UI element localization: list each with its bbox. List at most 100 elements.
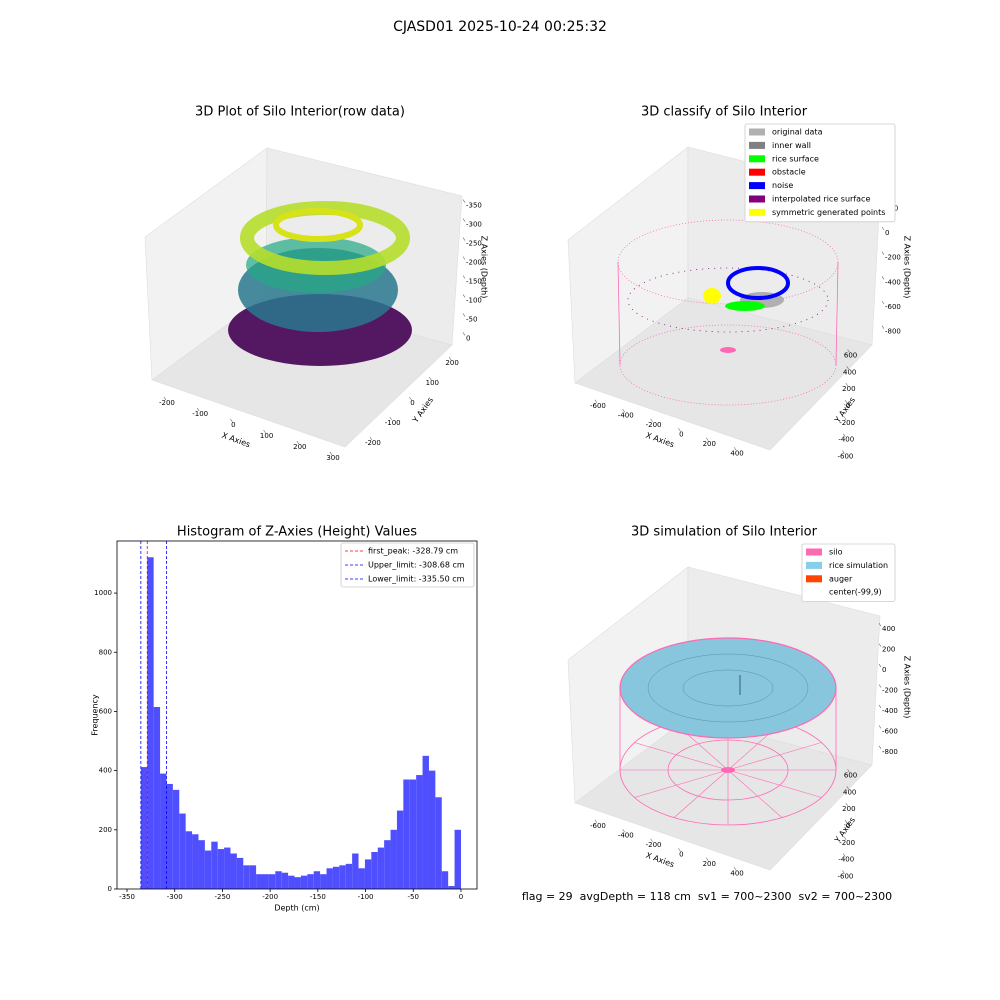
bar [147, 557, 154, 889]
y-tick-label: -600 [837, 453, 853, 461]
legend-label: center(-99,9) [829, 588, 882, 597]
z-tick-label: -400 [882, 707, 898, 715]
bar [320, 874, 327, 889]
legend-label: obstacle [772, 168, 806, 177]
tick-mark [878, 745, 882, 749]
bar [262, 874, 269, 889]
x-tick-label: -600 [590, 402, 606, 410]
y-tick-label: 100 [426, 379, 439, 387]
bar [428, 770, 436, 889]
x-tick-label: -350 [119, 893, 135, 901]
y-axis-label: Frequency [91, 694, 100, 736]
axis-label: Z Axies (Depth) [903, 656, 912, 719]
x-tick-label: 0 [679, 430, 683, 438]
bar [364, 859, 372, 889]
tick-mark [878, 663, 882, 668]
bar [358, 868, 365, 889]
x-tick-label: 200 [703, 440, 716, 448]
interpolated-points [627, 267, 829, 333]
x-tick-label: 200 [703, 860, 716, 868]
pane-floor [574, 297, 873, 451]
x-tick-label: -200 [262, 893, 278, 901]
legend-swatch [749, 128, 765, 136]
tick-mark [448, 356, 452, 361]
tick-mark [881, 325, 885, 329]
legend-box [801, 543, 896, 602]
x-tick-label: 0 [231, 421, 235, 429]
axes-frame [116, 540, 478, 890]
tick-mark [847, 769, 850, 773]
legend-label: inner wall [772, 141, 811, 150]
bar [300, 875, 308, 889]
bar [198, 840, 205, 889]
bar [384, 840, 391, 889]
z-tick-label: 0 [882, 666, 886, 674]
tick-mark [462, 218, 466, 222]
y-tick-label: -200 [839, 419, 855, 427]
legend-label: auger [829, 574, 853, 583]
chart-title: 3D Plot of Silo Interior(row data) [195, 105, 405, 120]
bar [204, 850, 212, 889]
bar [256, 874, 263, 889]
legend-swatch [806, 588, 822, 596]
bar [377, 847, 385, 889]
tick-mark [462, 275, 466, 279]
x-tick-label: 0 [679, 850, 683, 858]
tick-mark [881, 300, 885, 305]
tick-mark [842, 870, 845, 874]
x-tick-label: -400 [618, 831, 634, 839]
tick-mark [594, 399, 598, 403]
x-tick-label: -150 [310, 893, 326, 901]
silo-bottom [720, 347, 736, 353]
bar [371, 852, 378, 889]
z-tick-label: -100 [466, 296, 482, 304]
tick-mark [622, 829, 625, 833]
z-tick-label: -200 [466, 259, 482, 267]
tick-mark [409, 396, 412, 401]
axis-label: X Axies [221, 431, 252, 450]
z-tick-label: -350 [466, 202, 482, 210]
legend-label: symmetric generated points [772, 208, 885, 217]
rice-points [725, 301, 765, 311]
y-tick-label: -200 [839, 839, 855, 847]
legend-box [744, 123, 896, 223]
tick-mark [878, 623, 882, 627]
tick-mark [881, 276, 885, 280]
bar [416, 775, 423, 889]
x-tick-label: -200 [646, 841, 662, 849]
y-tick-label: 400 [99, 767, 112, 775]
symmetric-points [703, 288, 721, 304]
tick-mark [844, 819, 848, 824]
z-tick-label: -150 [466, 277, 482, 285]
bar [352, 853, 359, 889]
legend-swatch [806, 548, 822, 556]
tick-mark [678, 848, 681, 852]
tick-mark [845, 382, 849, 387]
tick-mark [878, 643, 882, 647]
y-tick-label: 800 [99, 648, 112, 656]
tick-mark [881, 226, 885, 231]
legend-label: rice simulation [829, 561, 888, 570]
z-tick-label: 400 [882, 625, 895, 633]
bar [313, 871, 321, 889]
x-axis-label: Depth (cm) [274, 904, 319, 913]
bar [166, 783, 173, 889]
y-tick-label: 0 [846, 822, 850, 830]
tick-mark [462, 256, 466, 260]
silo-wire [727, 742, 822, 771]
legend-label: first_peak: -328.79 cm [368, 547, 458, 556]
rice-surface [619, 637, 837, 739]
x-tick-label: -250 [214, 893, 230, 901]
y-tick-label: -200 [365, 439, 381, 447]
x-tick-label: 400 [730, 449, 743, 457]
tick-mark [846, 786, 849, 790]
tick-mark [196, 407, 200, 412]
x-tick-label: 400 [730, 869, 743, 877]
chart-title: Histogram of Z-Axies (Height) Values [177, 525, 417, 540]
axis-label: Z Axies (Depth) [903, 236, 912, 299]
bar [243, 865, 250, 889]
tick-mark [462, 313, 466, 317]
axis-label: Z Axies (Depth) [480, 236, 489, 299]
pane-floor [574, 717, 873, 871]
